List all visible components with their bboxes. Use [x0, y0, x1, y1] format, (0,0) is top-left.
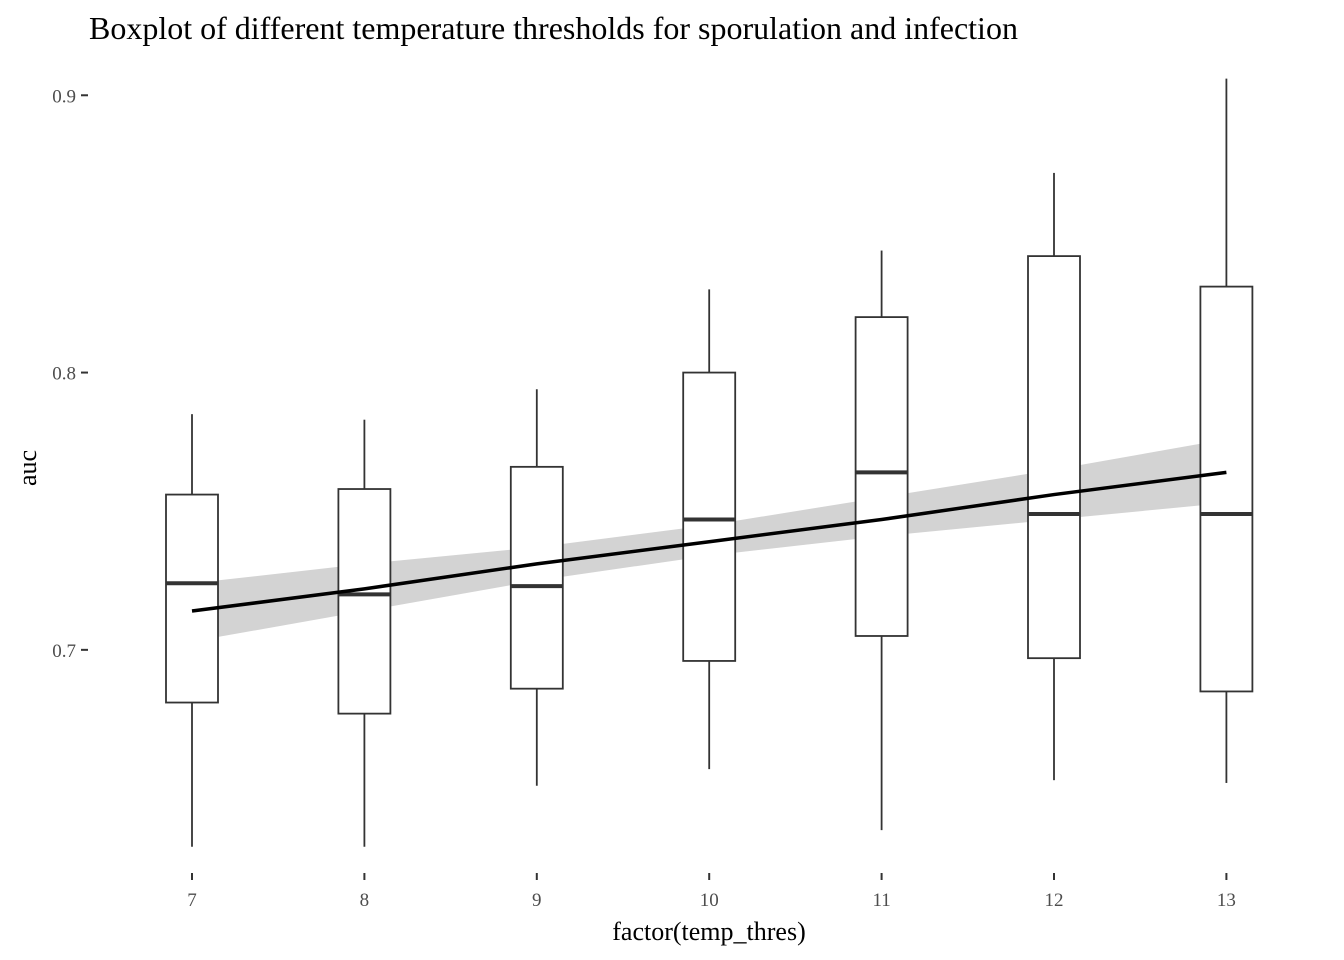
- x-tick-label: 11: [872, 890, 890, 911]
- box-layer: [165, 78, 1254, 847]
- y-tick-label: 0.9: [52, 86, 76, 107]
- box-9: [509, 389, 564, 786]
- box-rect: [165, 493, 219, 704]
- box-10: [682, 289, 737, 770]
- box-rect: [682, 371, 737, 662]
- x-tick-label: 9: [532, 890, 542, 911]
- box-7: [165, 414, 219, 847]
- box-13: [1199, 78, 1254, 783]
- y-tick-label: 0.8: [52, 364, 76, 385]
- x-tick-label: 13: [1217, 890, 1236, 911]
- box-rect: [854, 316, 909, 637]
- box-rect: [1027, 255, 1081, 660]
- box-rect: [337, 488, 392, 715]
- box-11: [854, 250, 909, 831]
- x-axis-label: factor(temp_thres): [612, 917, 805, 946]
- y-tick-label: 0.7: [52, 641, 76, 662]
- x-tick-label: 8: [360, 890, 370, 911]
- x-tick-label: 10: [700, 890, 719, 911]
- trend-line-layer: [191, 470, 1227, 613]
- y-axis: 0.7 0.8 0.9: [52, 86, 88, 662]
- x-axis: 7 8 9 10 11 12 13: [187, 873, 1236, 911]
- y-axis-label: auc: [13, 450, 42, 486]
- box-rect: [1199, 285, 1254, 693]
- x-tick-label: 12: [1045, 890, 1064, 911]
- x-tick-label: 7: [187, 890, 197, 911]
- box-8: [337, 419, 392, 847]
- chart-title: Boxplot of different temperature thresho…: [89, 10, 1018, 46]
- box-12: [1027, 172, 1081, 781]
- trend-line: [191, 470, 1227, 613]
- box-rect: [509, 465, 564, 690]
